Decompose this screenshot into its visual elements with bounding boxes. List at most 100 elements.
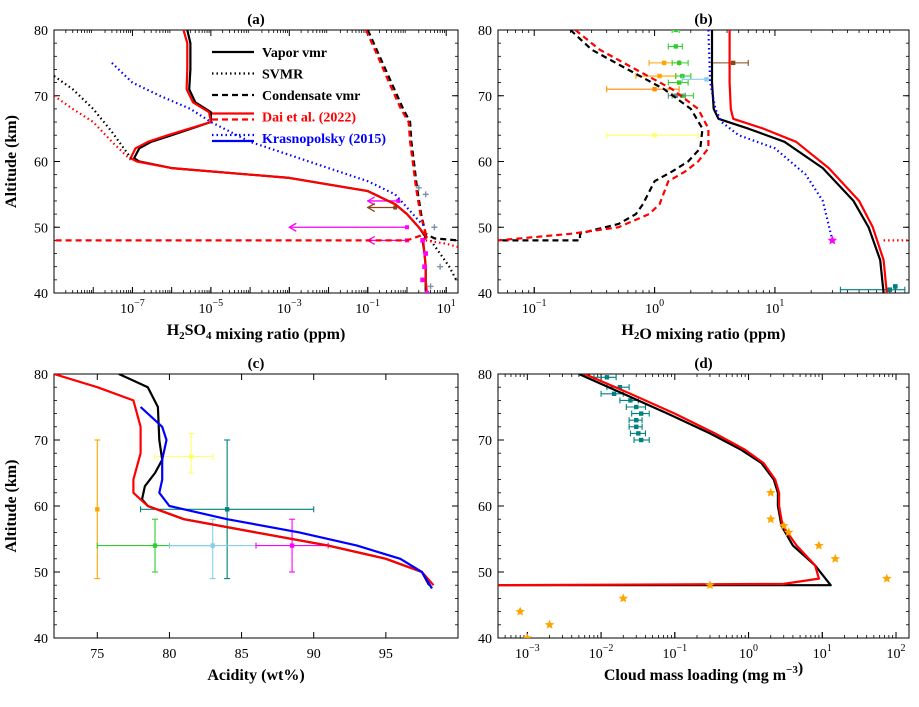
y-tick-label: 70 bbox=[34, 90, 48, 105]
data-point bbox=[289, 543, 295, 548]
data-point bbox=[628, 398, 633, 403]
y-tick-label: 70 bbox=[34, 434, 48, 449]
star-marker bbox=[827, 235, 838, 245]
data-point bbox=[638, 411, 644, 416]
star-marker bbox=[882, 573, 892, 583]
x-tick-label: 101 bbox=[813, 643, 832, 662]
arrow-origin bbox=[404, 225, 409, 230]
legend-label: Dai et al. (2022) bbox=[262, 111, 356, 126]
x-tick-label: 101 bbox=[437, 298, 456, 317]
panel-label: (c) bbox=[248, 356, 265, 372]
y-tick-label: 40 bbox=[478, 632, 492, 647]
series-line bbox=[54, 30, 427, 242]
x-axis-label: Acidity (wt%) bbox=[207, 667, 304, 684]
x-tick-label: 75 bbox=[90, 647, 104, 662]
data-point bbox=[424, 290, 430, 293]
data-point bbox=[676, 60, 682, 66]
data-point bbox=[887, 287, 893, 293]
x-tick-label: 90 bbox=[307, 647, 321, 662]
data-point bbox=[95, 507, 100, 512]
data-point bbox=[676, 80, 682, 85]
data-point bbox=[657, 73, 662, 79]
star-marker bbox=[544, 619, 555, 629]
x-axis-label: H2SO4 mixing ratio (ppm) bbox=[167, 322, 346, 343]
axes-frame bbox=[497, 29, 910, 294]
panel-label: (d) bbox=[694, 356, 712, 372]
x-axis-label: H2O mixing ratio (ppm) bbox=[621, 322, 785, 343]
plus-marker bbox=[437, 263, 444, 270]
data-point bbox=[730, 60, 736, 66]
data-point bbox=[673, 30, 678, 33]
star-marker bbox=[814, 540, 824, 550]
arrow-head bbox=[366, 202, 376, 213]
x-tick-label: 85 bbox=[235, 647, 249, 662]
series-line bbox=[728, 30, 888, 293]
legend-label: SVMR bbox=[262, 68, 304, 83]
data-point bbox=[673, 93, 678, 98]
y-tick-label: 60 bbox=[34, 500, 48, 515]
data-point bbox=[224, 507, 230, 512]
arrow-origin bbox=[393, 205, 398, 210]
series-line bbox=[111, 62, 427, 229]
data-point bbox=[604, 375, 610, 380]
panel-label: (b) bbox=[694, 12, 712, 28]
panel-d: 10−3 10−2 10−1 100 101 102 40 50 60 70 80 (d) Cloud … bbox=[478, 356, 910, 684]
panel-label: (a) bbox=[247, 12, 265, 28]
data-point bbox=[152, 543, 158, 548]
y-tick-label: 70 bbox=[478, 90, 492, 105]
series-line bbox=[498, 374, 820, 587]
data-point bbox=[680, 73, 685, 79]
x-axis-label: Cloud mass loading (mg m−3) bbox=[604, 660, 803, 684]
legend-label: Krasnopolsky (2015) bbox=[262, 132, 386, 147]
star-marker bbox=[766, 514, 776, 524]
series-line bbox=[707, 30, 834, 241]
plus-marker bbox=[422, 191, 429, 198]
star-marker bbox=[522, 633, 533, 638]
x-tick-label: 10−1 bbox=[522, 298, 547, 317]
data-point bbox=[673, 44, 678, 49]
y-tick-label: 40 bbox=[478, 287, 492, 302]
data-point bbox=[210, 543, 215, 548]
star-marker bbox=[783, 527, 794, 537]
data-point bbox=[634, 418, 639, 423]
series-line bbox=[366, 30, 458, 242]
y-tick-label: 50 bbox=[34, 221, 48, 236]
axes-frame bbox=[53, 29, 459, 294]
panel-b: 10−1 100 101 40 50 60 70 80 (b) H2O mixing ratio … bbox=[478, 12, 910, 343]
data-point bbox=[634, 424, 639, 429]
star-marker bbox=[766, 487, 776, 497]
x-tick-label: 10−3 bbox=[277, 298, 302, 317]
axes-frame bbox=[497, 373, 910, 639]
plus-marker bbox=[431, 224, 438, 231]
plus-marker bbox=[427, 283, 434, 290]
y-tick-label: 50 bbox=[478, 221, 492, 236]
data-point bbox=[420, 277, 425, 283]
y-tick-label: 80 bbox=[34, 368, 48, 383]
y-tick-label: 50 bbox=[34, 566, 48, 581]
x-tick-label: 95 bbox=[379, 647, 393, 662]
star-marker bbox=[779, 520, 789, 530]
arrow-head bbox=[288, 222, 297, 232]
legend-label: Vapor vmr bbox=[262, 46, 327, 61]
data-point bbox=[423, 251, 428, 256]
y-tick-label: 80 bbox=[478, 24, 492, 39]
data-point bbox=[652, 86, 657, 92]
x-tick-label: 10−5 bbox=[199, 298, 224, 317]
x-tick-label: 10−1 bbox=[662, 643, 687, 662]
y-axis-label: Altitude (km) bbox=[3, 115, 20, 208]
plus-marker bbox=[415, 184, 422, 191]
y-tick-label: 60 bbox=[478, 500, 492, 515]
star-marker bbox=[705, 580, 715, 590]
star-marker bbox=[515, 606, 525, 616]
series-line bbox=[54, 75, 134, 163]
x-tick-label: 80 bbox=[162, 647, 176, 662]
arrow-head bbox=[366, 196, 376, 206]
series-line bbox=[139, 406, 433, 590]
legend-label: Condensate vmr bbox=[262, 89, 360, 104]
x-tick-label: 100 bbox=[739, 643, 758, 662]
data-point bbox=[617, 385, 623, 390]
plot-area bbox=[54, 374, 435, 590]
x-tick-label: 10−2 bbox=[589, 643, 614, 662]
series-line bbox=[498, 374, 832, 587]
